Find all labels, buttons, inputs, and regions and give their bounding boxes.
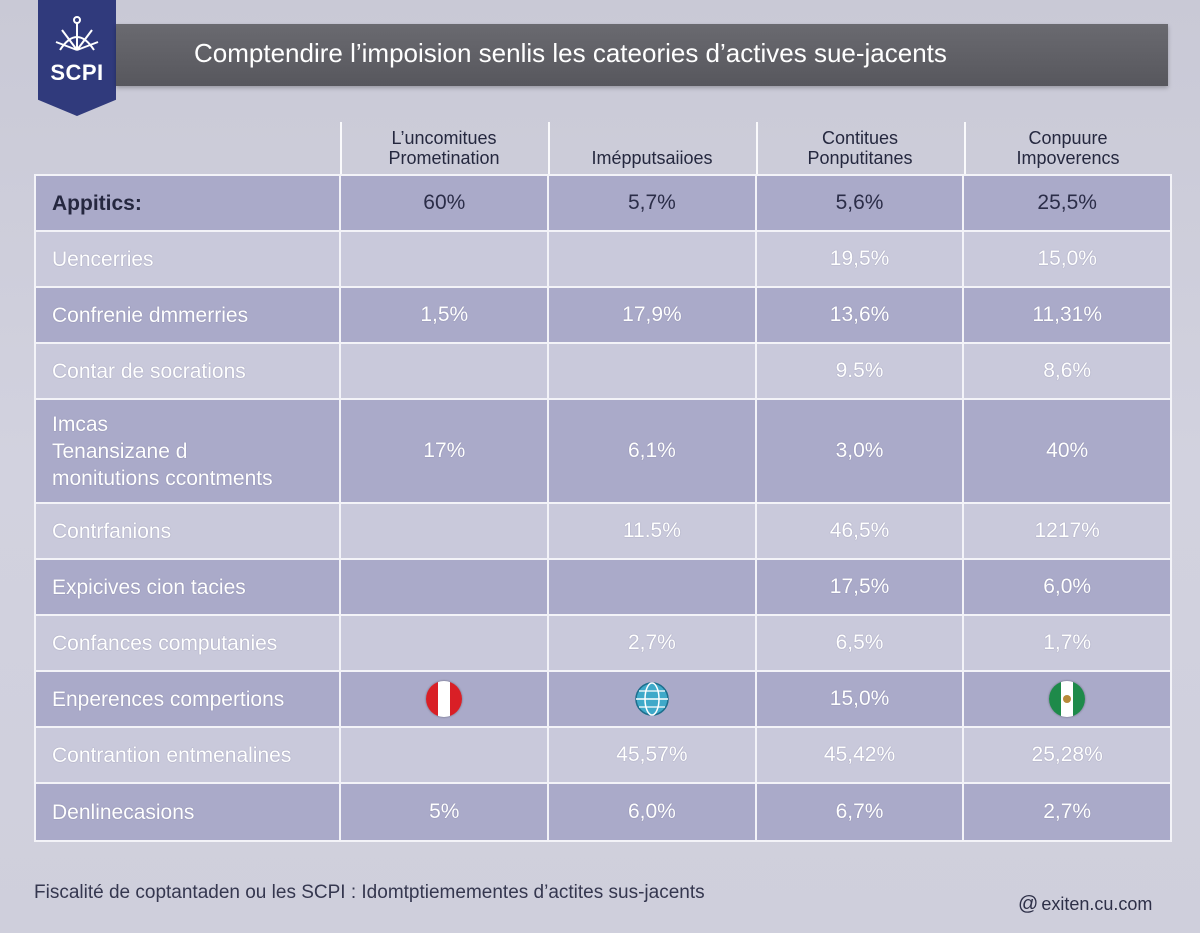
header-cell-2: Imépputsaiioes (591, 148, 713, 168)
value-cell (341, 344, 550, 398)
table-row: Confrenie dmmerries 1,5% 17,9% 13,6% 11,31% (36, 288, 1170, 344)
value-cell: 15,0% (757, 672, 965, 726)
footer-caption: Fiscalité de coptantaden ou les SCPI : I… (34, 882, 705, 903)
table-row: Contrfanions 11.5% 46,5% 1217% (36, 504, 1170, 560)
value-cell: 17,9% (549, 288, 757, 342)
value-cell: 2,7% (549, 616, 757, 670)
table-header: L’uncomitues Prometination Imépputsaiioe… (34, 122, 1172, 174)
value-cell (341, 560, 550, 614)
header-divider (756, 122, 758, 174)
value-cell (341, 672, 550, 726)
row-label: Contrfanions (36, 504, 342, 558)
value-cell: 60% (341, 176, 550, 230)
row-label: Enperences compertions (36, 672, 342, 726)
flag-peru-icon (426, 681, 463, 717)
value-cell: 40% (1046, 439, 1089, 462)
table-row: Contrantion entmenalines 45,57% 45,42% 25,2… (36, 728, 1170, 784)
value-cell: 5,7% (549, 176, 757, 230)
row-label: Contrantion entmenalines (36, 728, 342, 782)
row-label: Confances computanies (36, 616, 342, 670)
header-cell-label (34, 122, 340, 174)
value-cell: 6,7% (757, 784, 965, 840)
value-cell: 15,0% (1037, 247, 1097, 270)
sunburst-logo-icon (55, 16, 99, 51)
value-cell (341, 232, 550, 286)
value-cell (549, 560, 757, 614)
row-label: Appitics: (36, 176, 342, 230)
value-cell (341, 616, 550, 670)
value-cell: 6,0% (1043, 575, 1092, 598)
value-cell: 5,6% (757, 176, 965, 230)
table-row: Appitics: 60% 5,7% 5,6% 25,5% (36, 176, 1170, 232)
value-cell: 11.5% (549, 504, 757, 558)
value-cell: 2,7% (1043, 800, 1092, 823)
value-cell: 3,0% (757, 400, 965, 502)
value-cell (549, 344, 757, 398)
table-row: Expicives cion tacies 17,5% 6,0% (36, 560, 1170, 616)
flag-mexico-icon (1049, 681, 1086, 717)
table-row: Uencerries 19,5% 15,0% (36, 232, 1170, 288)
row-label: Contar de socrations (36, 344, 342, 398)
row-label: Denlinecasions (36, 784, 342, 840)
table-row: Imcas Tenansizane d monitutions ccontmen… (36, 400, 1170, 504)
table-row: Confances computanies 2,7% 6,5% 1,7% (36, 616, 1170, 672)
row-label: Imcas Tenansizane d monitutions ccontmen… (36, 400, 342, 502)
value-cell: 45,57% (549, 728, 757, 782)
value-cell: 45,42% (757, 728, 965, 782)
copyright-icon: @ (1018, 893, 1039, 915)
value-cell (341, 728, 550, 782)
row-label: Expicives cion tacies (36, 560, 342, 614)
globe-icon (635, 682, 669, 716)
row-label: Confrenie dmmerries (36, 288, 342, 342)
value-cell: 6,0% (549, 784, 757, 840)
value-cell (341, 504, 550, 558)
value-cell: 1,7% (1043, 631, 1092, 654)
value-cell: 11,31% (1032, 303, 1102, 326)
table-row: Contar de socrations 9.5% 8,6% (36, 344, 1170, 400)
value-cell: 5% (341, 784, 550, 840)
header-divider (340, 122, 342, 174)
value-cell (964, 672, 1170, 726)
value-cell (549, 232, 757, 286)
header-divider (548, 122, 550, 174)
value-cell (549, 672, 757, 726)
header-cell-4: Conpuure Impoverencs (1016, 128, 1120, 168)
value-cell: 46,5% (757, 504, 965, 558)
watermark-text: exiten.cu.com (1041, 894, 1153, 914)
value-cell: 6,5% (757, 616, 965, 670)
value-cell: 1,5% (341, 288, 550, 342)
header-cell-1: L’uncomitues Prometination (388, 128, 500, 168)
value-cell: 13,6% (757, 288, 965, 342)
value-cell: 8,6% (1043, 359, 1092, 382)
value-cell: 25,5% (1037, 191, 1097, 214)
header-divider (964, 122, 966, 174)
logo-text: SCPI (50, 60, 104, 85)
header-cell-3: Contitues Ponputitanes (807, 128, 913, 168)
table-row: Enperences compertions 15,0% (36, 672, 1170, 728)
value-cell: 1217% (1034, 519, 1100, 542)
title-bar: Comptendire l’impoision senlis les cateo… (116, 24, 1168, 86)
value-cell: 17,5% (757, 560, 965, 614)
row-label: Uencerries (36, 232, 342, 286)
table-row: Denlinecasions 5% 6,0% 6,7% 2,7% (36, 784, 1170, 840)
scpi-logo-badge: SCPI (38, 0, 116, 116)
page-title: Comptendire l’impoision senlis les cateo… (194, 38, 947, 68)
value-cell: 25,28% (1031, 743, 1103, 766)
tax-table: Appitics: 60% 5,7% 5,6% 25,5% Uencerries 19,5%… (34, 174, 1172, 842)
value-cell: 9.5% (757, 344, 965, 398)
watermark: @ exiten.cu.com (1018, 893, 1152, 916)
value-cell: 19,5% (757, 232, 965, 286)
value-cell: 6,1% (549, 400, 757, 502)
value-cell: 17% (341, 400, 550, 502)
